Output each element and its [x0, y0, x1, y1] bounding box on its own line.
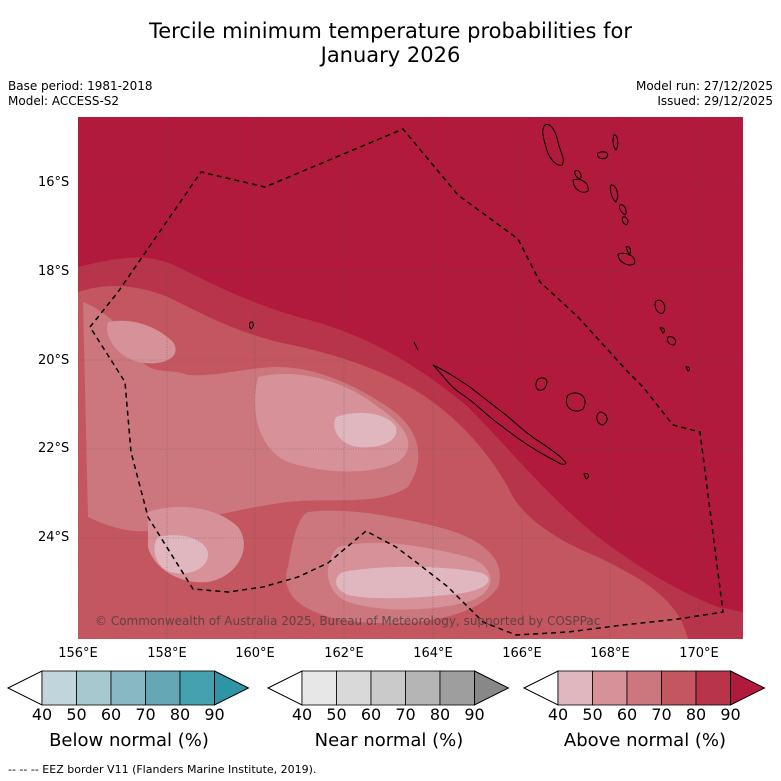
- lon-label-156e: 156°E: [58, 646, 98, 661]
- lat-label-16s: 16°S: [38, 175, 70, 190]
- colorbar-segment: [145, 670, 181, 706]
- vanuatu-islands: [542, 123, 677, 346]
- lon-label-160e: 160°E: [235, 646, 275, 661]
- model-run: Model run: 27/12/2025: [635, 79, 773, 93]
- meta-right: Model run: 27/12/2025 Issued: 29/12/2025: [636, 79, 773, 109]
- colorbar-near-normal: [266, 670, 510, 706]
- colorbar-segment: [301, 670, 337, 706]
- colorbar-above-normal: [522, 670, 766, 706]
- colorbar-segment: [179, 670, 215, 706]
- colorbar-tick-label: 90: [720, 705, 741, 724]
- colorbar-tick-label: 70: [651, 705, 672, 724]
- meta-left: Base period: 1981-2018 Model: ACCESS-S2: [8, 79, 153, 109]
- colorbar-segment: [695, 670, 731, 706]
- colorbar-tick-label: 90: [464, 705, 485, 724]
- model-name: Model: ACCESS-S2: [8, 94, 120, 108]
- colorbar-segment: [110, 670, 146, 706]
- colorbar-tick-label: 60: [100, 705, 122, 724]
- colorbar-segment: [76, 670, 112, 706]
- colorbar-tick-label: 50: [582, 705, 603, 724]
- colorbar-segment: [557, 670, 593, 706]
- lat-label-24s: 24°S: [38, 530, 70, 545]
- colorbar-segment: [661, 670, 697, 706]
- colorbar-tick-label: 80: [429, 705, 451, 724]
- contour-lightest: [154, 412, 489, 599]
- colorbar-segment: [370, 670, 406, 706]
- colorbar-tick-label: 90: [204, 705, 225, 724]
- colorbar-segment: [405, 670, 441, 706]
- colorbar-segment: [626, 670, 662, 706]
- new-caledonia-coast: [432, 364, 567, 465]
- lat-label-20s: 20°S: [38, 353, 70, 368]
- issued-date: Issued: 29/12/2025: [657, 94, 773, 108]
- lat-label-22s: 22°S: [38, 441, 70, 456]
- small-island-2: [413, 341, 419, 351]
- colorbar-strip: [6, 670, 766, 706]
- colorbar-tick-label: 80: [685, 705, 707, 724]
- lon-label-168e: 168°E: [590, 646, 630, 661]
- map-title-line1: Tercile minimum temperature probabilitie…: [148, 19, 633, 43]
- map-title: Tercile minimum temperature probabilitie…: [0, 19, 781, 67]
- colorbar-tick-label: 70: [395, 705, 416, 724]
- graticule: [78, 117, 743, 639]
- colorbar-tick-label: 40: [547, 705, 569, 724]
- colorbar-tick-label: 80: [169, 705, 191, 724]
- copyright-text: © Commonwealth of Australia 2025, Bureau…: [95, 614, 601, 628]
- colorbar-segment: [336, 670, 372, 706]
- loyalty-islands: [535, 377, 608, 426]
- colorbar-tick-label: 70: [135, 705, 156, 724]
- colorbar-below-normal: [6, 670, 250, 706]
- eez-footnote: -- -- -- EEZ border V11 (Flanders Marine…: [8, 763, 317, 776]
- eez-border: [89, 128, 724, 636]
- colorbar-extend-high: [474, 670, 510, 706]
- colorbar-title-above: Above normal (%): [563, 730, 727, 751]
- colorbar-title-near: Near normal (%): [314, 730, 464, 751]
- map-title-line2: January 2026: [320, 43, 461, 67]
- colorbar-extend-low: [6, 670, 43, 706]
- colorbar-tick-label: 50: [326, 705, 347, 724]
- isle-of-pines: [583, 473, 589, 480]
- colorbar-extend-low: [522, 670, 559, 706]
- colorbar-tick-label: 40: [291, 705, 313, 724]
- colorbar-title-below: Below normal (%): [49, 730, 209, 751]
- lon-label-158e: 158°E: [147, 646, 187, 661]
- colorbar-extend-high: [214, 670, 250, 706]
- colorbar-extend-low: [266, 670, 303, 706]
- island-fragment: [685, 366, 690, 372]
- lon-label-170e: 170°E: [679, 646, 719, 661]
- lon-label-162e: 162°E: [324, 646, 364, 661]
- probability-map[interactable]: [78, 117, 743, 639]
- map-panel[interactable]: © Commonwealth of Australia 2025, Bureau…: [78, 117, 743, 639]
- contour-40-50: [107, 320, 491, 610]
- lon-label-164e: 164°E: [413, 646, 453, 661]
- colorbar-tick-label: 60: [360, 705, 382, 724]
- colorbar-segment: [439, 670, 475, 706]
- colorbar-tick-label: 40: [31, 705, 53, 724]
- lon-label-166e: 166°E: [502, 646, 542, 661]
- colorbar-segment: [592, 670, 628, 706]
- colorbar-tick-label: 60: [616, 705, 638, 724]
- colorbar-segment: [41, 670, 77, 706]
- colorbar-extend-high: [730, 670, 766, 706]
- base-period: Base period: 1981-2018: [8, 79, 153, 93]
- colorbar-tick-label: 50: [66, 705, 87, 724]
- lat-label-18s: 18°S: [38, 264, 70, 279]
- small-island-1: [249, 321, 254, 330]
